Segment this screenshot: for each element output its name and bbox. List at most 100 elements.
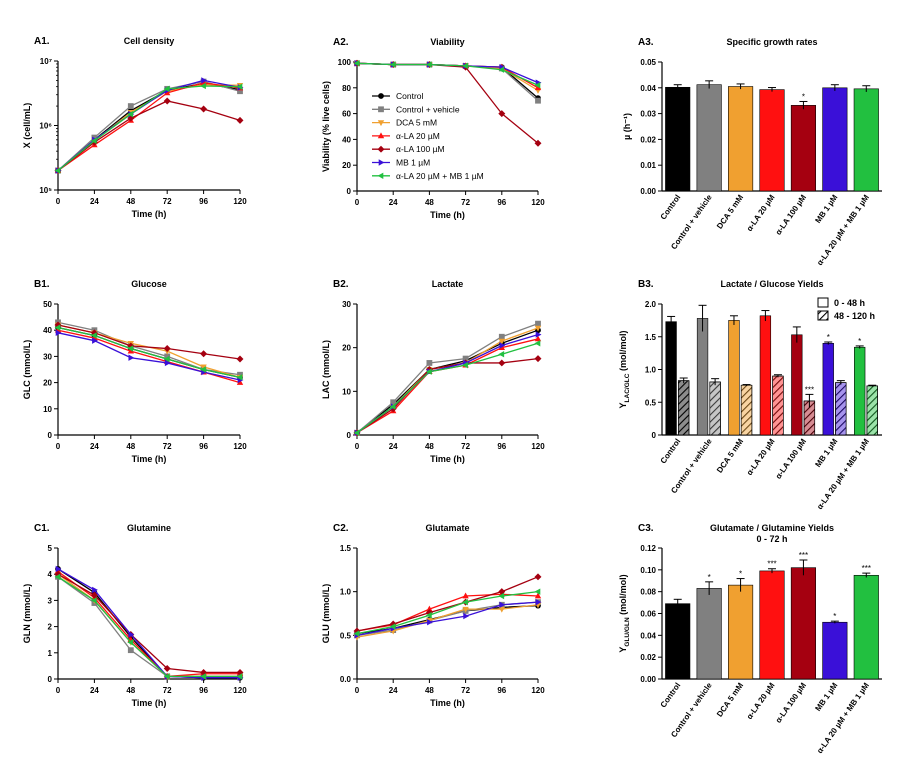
- series-4: [353, 59, 542, 147]
- x-category-label: α-LA 20 µM: [745, 681, 777, 721]
- y-axis-label: X (cell/mL): [22, 103, 32, 149]
- y-axis-label: GLN (mmol/L): [22, 584, 32, 644]
- series-line: [57, 85, 241, 172]
- significance-marker: *: [858, 337, 861, 346]
- data-point: [498, 359, 506, 367]
- significance-marker: ***: [799, 551, 808, 560]
- x-axis-label: Time (h): [132, 209, 167, 219]
- series-line: [57, 324, 241, 360]
- series-5: [354, 331, 542, 437]
- line-chart-B2: B2. Lactate 0 24 48 72 96 120 Time (h) 0 10 20 30 LAC…: [321, 279, 545, 464]
- significance-marker: *: [708, 573, 711, 582]
- bar: [759, 89, 785, 192]
- y-tick-label: 0.5: [340, 631, 352, 640]
- series-line: [356, 593, 539, 632]
- x-tick-label: 0: [355, 442, 360, 451]
- series-6: [353, 588, 541, 637]
- data-point: [534, 573, 542, 581]
- data-point: [353, 630, 360, 637]
- series-2: [54, 82, 244, 175]
- data-point: [499, 601, 506, 608]
- series-5: [55, 329, 244, 384]
- data-point: [535, 97, 541, 104]
- x-category-label: Control: [659, 193, 683, 221]
- x-category-label: MB 1 µM: [813, 193, 839, 225]
- x-tick-label: 96: [497, 686, 506, 695]
- data-point: [534, 335, 542, 342]
- x-tick-label: 120: [233, 686, 247, 695]
- legend-marker: [377, 120, 385, 127]
- y-tick-label: 0.08: [640, 588, 656, 597]
- x-tick-label: 120: [531, 198, 545, 207]
- data-point: [498, 110, 506, 118]
- x-axis-label: Time (h): [430, 454, 465, 464]
- data-point: [90, 137, 97, 144]
- data-point: [389, 61, 396, 68]
- x-category-label: α-LA 100 µM: [774, 437, 809, 481]
- panel-label: C1.: [34, 523, 50, 534]
- data-point: [426, 360, 433, 366]
- data-point: [92, 337, 98, 344]
- y-tick-label: 0.00: [640, 187, 656, 196]
- y-tick-label: 50: [43, 300, 52, 309]
- chart-title: Cell density: [124, 36, 175, 46]
- panel-label: C3.: [638, 523, 654, 534]
- line-chart-C1: C1. Glutamine 0 24 48 72 96 120 Time (h) 0 1 2 3 4 5 GL…: [22, 523, 247, 708]
- chart-title: Viability: [430, 37, 464, 47]
- data-point: [535, 598, 542, 606]
- data-point: [164, 359, 171, 367]
- y-tick-label: 10⁶: [39, 122, 52, 131]
- bar-48-120h: [678, 380, 690, 436]
- series-1: [55, 319, 243, 378]
- series-line: [356, 357, 539, 434]
- x-tick-label: 96: [199, 686, 208, 695]
- data-point: [463, 612, 470, 620]
- y-axis-label-unit: (mol/mol): [618, 574, 628, 617]
- y-tick-label: 1.5: [645, 333, 657, 342]
- series-line: [356, 601, 539, 636]
- data-point: [425, 609, 433, 617]
- panel-label: A1.: [34, 36, 50, 47]
- panel-label: A3.: [638, 37, 654, 48]
- series-line: [57, 573, 240, 674]
- series-line: [57, 332, 241, 381]
- data-point: [200, 82, 206, 90]
- y-tick-label: 10⁵: [39, 186, 52, 195]
- y-axis-label: LAC (mmol/L): [321, 340, 331, 399]
- data-point: [462, 361, 468, 369]
- bar: [790, 105, 816, 192]
- data-point: [163, 673, 170, 680]
- significance-marker: ***: [767, 560, 776, 569]
- y-axis-label: GLU (mmol/L): [321, 584, 331, 644]
- legend-entry: DCA 5 mM: [396, 118, 437, 128]
- y-tick-label: 0.04: [640, 84, 656, 93]
- y-tick-label: 2.0: [645, 300, 657, 309]
- bar-48-120h: [866, 385, 878, 436]
- series-line: [57, 568, 240, 679]
- chart-title: Specific growth rates: [726, 37, 817, 47]
- data-point: [92, 586, 98, 594]
- y-tick-label: 1.0: [340, 588, 352, 597]
- significance-marker: *: [739, 570, 742, 579]
- x-tick-label: 24: [90, 686, 99, 695]
- data-point: [128, 354, 135, 361]
- legend-entry: 48 - 120 h: [834, 311, 875, 321]
- data-point: [498, 333, 505, 340]
- x-tick-label: 96: [497, 442, 506, 451]
- panel-label: B2.: [333, 279, 349, 290]
- x-tick-label: 0: [56, 442, 61, 451]
- y-tick-label: 0: [48, 431, 53, 440]
- significance-marker: *: [833, 612, 836, 621]
- bar-0-48h: [759, 315, 772, 436]
- series-6: [54, 324, 243, 381]
- data-point: [200, 105, 208, 113]
- series-line: [356, 338, 539, 434]
- data-point: [200, 366, 206, 373]
- data-point: [90, 591, 98, 599]
- y-tick-label: 3: [48, 596, 53, 605]
- legend-marker: [377, 132, 385, 139]
- y-tick-label: 0: [652, 431, 657, 440]
- x-category-label: α-LA 100 µM: [774, 681, 809, 725]
- chart-title: Glutamate / Glutamine Yields: [710, 523, 834, 533]
